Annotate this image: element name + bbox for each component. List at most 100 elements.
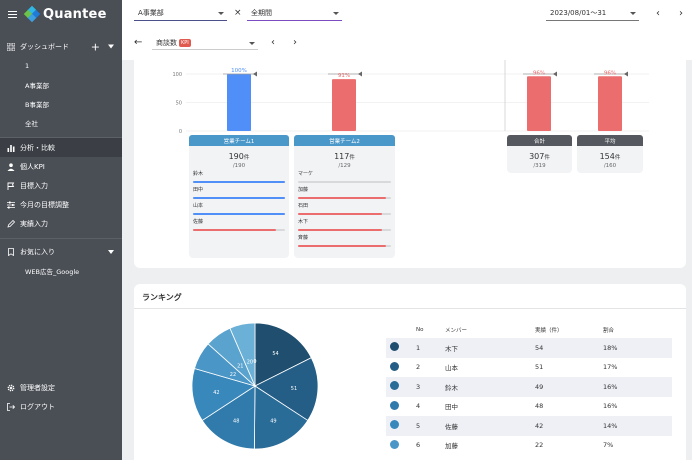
progress-fill [298,229,382,231]
date-range-value: 2023/08/01〜31 [550,9,607,17]
column-header: 割合 [603,328,615,334]
pie-slice-label: 49 [270,418,276,424]
sidebar-item-personal-kpi[interactable]: 個人KPI [0,157,122,176]
result-value: 22 [535,441,544,450]
division-select-value: A事業部 [138,9,164,17]
table-row[interactable]: 5 佐藤 42 14% [386,416,672,436]
sidebar-item-label: 分析・比較 [20,143,55,152]
share-value: 16% [603,377,672,397]
progress-bar [193,197,285,199]
sidebar-item-results-input[interactable]: 実績入力 [0,214,122,233]
ranking-card: ランキング 54 51 49 48 42 22 21 20 0 No メンバー 実績（件） 割合… [134,284,686,460]
team-target: /190 [232,163,246,169]
legend-dot [390,420,399,430]
member-row: 木下 [294,218,395,234]
member-row: 加藤 [294,186,395,202]
table-row[interactable]: 4 田中 48 16% [386,397,672,417]
sub-toolbar: ← 商談数 KPI ‹ › [122,28,692,60]
result-value: 49 [535,377,603,397]
sidebar-item-dashboard-all[interactable]: 全社 [0,113,122,132]
sidebar-item-favorite-web-ad[interactable]: WEB広告_Google [0,261,122,280]
result-value: 42 [535,416,603,436]
achievement-bar-chart: 100 50 0 100% 91% 96% 96% [172,60,649,134]
sidebar-item-label: A事業部 [25,81,49,90]
team-card-2[interactable]: 営業チーム2 117件 /129 マーケ 加藤 石田 木下 斉藤 [294,135,395,258]
metric-select[interactable]: 商談数 KPI [152,36,258,50]
sidebar-item-label: WEB広告_Google [25,267,80,276]
team-card-1[interactable]: 営業チーム1 190件 /190 鈴木 田中 山本 佐藤 [189,135,289,258]
sidebar-item-analysis[interactable]: 分析・比較 [0,138,122,157]
progress-fill [193,213,285,215]
member-name: 田中 [445,403,458,412]
summary-card-average[interactable]: 平均 154件 /160 [577,135,643,173]
rank-number: 4 [416,402,421,411]
legend-dot [390,361,399,371]
sidebar-item-admin[interactable]: 管理者設定 [0,378,122,397]
pie-slice [254,322,312,387]
chevron-down-icon[interactable] [108,44,114,49]
sidebar-item-label: お気に入り [20,247,55,256]
pie-slice-label: 20 [247,359,253,365]
sidebar-item-favorites[interactable]: お気に入り [0,242,122,261]
menu-icon[interactable] [8,10,17,18]
member-name: 斉藤 [298,235,309,241]
table-row[interactable]: 2 山本 51 17% [386,358,672,378]
logo[interactable]: Quantee [23,5,107,23]
progress-fill [298,245,387,247]
progress-bar [298,245,391,247]
chevron-right-icon[interactable]: › [293,37,297,48]
sidebar-item-goal-adjust[interactable]: 今月の目標調整 [0,195,122,214]
chevron-left-icon[interactable]: ‹ [656,8,660,19]
chevron-right-icon[interactable]: › [679,8,683,19]
progress-fill [298,213,382,215]
main-content: ← 商談数 KPI ‹ › 100 50 0 100% 91% 96% 96% 営業チーム1… [122,28,692,460]
team-target: /129 [338,163,351,169]
progress-fill [193,229,276,231]
sidebar-item-goal-input[interactable]: 目標入力 [0,176,122,195]
member-name: 佐藤 [193,219,204,225]
pie-slice-label: 42 [213,390,219,396]
period-select[interactable]: 全期間 [247,6,342,21]
date-range-select[interactable]: 2023/08/01〜31 [546,6,639,21]
progress-bar [298,197,391,199]
rank-number: 5 [416,416,445,436]
person-icon [7,162,15,171]
division-select[interactable]: A事業部 [134,6,227,21]
target-marker [553,71,557,77]
ranking-table: No メンバー 実績（件） 割合 1 木下 54 18% 2 山本 51 17% 3 鈴木 49 16… [386,322,672,455]
add-dashboard-icon[interactable]: + [90,40,100,53]
team-header: 営業チーム2 [294,135,395,146]
bookmark-icon [7,247,15,256]
sidebar-item-dashboard[interactable]: ダッシュボード + [0,37,122,56]
bar [598,76,622,131]
chevron-down-icon[interactable] [108,249,114,254]
chevron-down-icon [333,12,339,15]
sidebar-item-label: 個人KPI [20,162,45,171]
chevron-down-icon [630,12,636,15]
sidebar-item-dashboard-b[interactable]: B事業部 [0,94,122,113]
member-name: 木下 [445,338,535,358]
progress-bar [298,213,391,215]
dashboard-icon [6,42,16,51]
back-arrow-icon[interactable]: ← [134,37,143,48]
member-row: 鈴木 [189,170,289,186]
table-row[interactable]: 1 木下 54 18% [386,338,672,358]
sidebar-item-logout[interactable]: ログアウト [0,397,122,416]
table-row[interactable]: 3 鈴木 49 16% [386,377,672,397]
sidebar-item-dashboard-a[interactable]: A事業部 [0,75,122,94]
chevron-left-icon[interactable]: ‹ [271,37,275,48]
logo-text: Quantee [43,6,107,22]
sidebar: Quantee ダッシュボード + 1 A事業部 B事業部 全社 分析・比較 [0,0,122,460]
sidebar-item-dashboard-1[interactable]: 1 [0,56,122,75]
member-name: 田中 [193,187,204,193]
summary-card-total[interactable]: 合計 307件 /319 [507,135,572,173]
result-value: 54 [535,338,603,358]
progress-fill [193,181,285,183]
table-row[interactable]: 6 加藤 22 7% [386,436,672,456]
sidebar-item-label: 全社 [25,119,38,128]
target-marker [624,71,628,77]
share-value: 14% [603,416,672,436]
table-header-row: No メンバー 実績（件） 割合 [386,322,672,338]
pie-slice-label: 0 [253,359,256,365]
